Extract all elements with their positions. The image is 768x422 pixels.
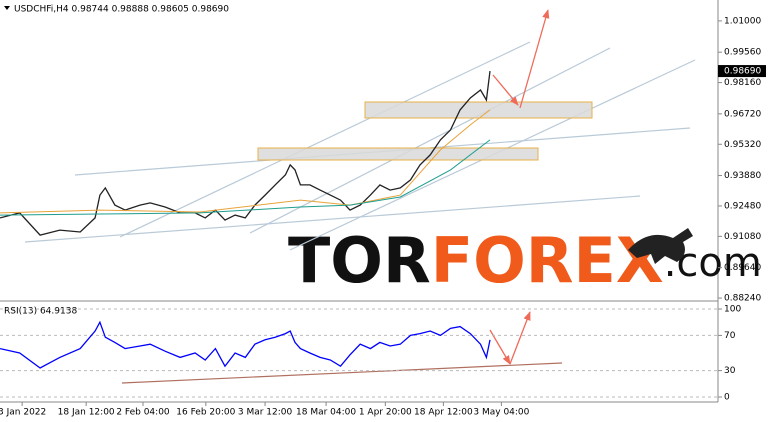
y-tick-label: 0.89640 <box>724 263 761 273</box>
series-line <box>0 139 491 216</box>
x-tick-label: 3 May 04:00 <box>473 408 529 418</box>
y-tick-label: 0.92480 <box>724 201 761 211</box>
arrow <box>509 311 531 365</box>
y-tick-label: 100 <box>724 305 741 315</box>
y-tick-label: 0.96720 <box>724 109 761 119</box>
x-tick-label: 3 Jan 2022 <box>0 408 46 418</box>
series-line <box>0 71 491 236</box>
indicator-title: RSI(13) 64.9138 <box>4 307 77 317</box>
x-tick-label: 1 Apr 20:00 <box>359 408 412 418</box>
y-tick-label: 70 <box>724 331 736 341</box>
y-tick-label: 0.99560 <box>724 48 761 58</box>
chart-title: USDCHFi,H4 0.98744 0.98888 0.98605 0.986… <box>14 5 229 15</box>
x-tick-label: 18 Mar 04:00 <box>296 408 356 418</box>
watermark-text: TORFOREX.com <box>288 224 762 297</box>
trend-line <box>249 47 611 234</box>
x-tick-label: 3 Mar 12:00 <box>238 408 293 418</box>
zone <box>364 101 593 119</box>
y-tick-label: 0.95320 <box>724 140 761 150</box>
arrow <box>492 74 519 106</box>
y-tick-label: 0.91080 <box>724 232 761 242</box>
trend-line <box>24 195 641 243</box>
series-line <box>0 320 491 369</box>
y-tick-label: 0.88240 <box>724 294 761 304</box>
x-tick-label: 2 Feb 04:00 <box>116 408 170 418</box>
bull-icon <box>628 228 693 264</box>
trend-line <box>119 41 531 238</box>
y-tick-label: 0 <box>724 393 730 403</box>
x-tick-label: 16 Feb 20:00 <box>176 408 235 418</box>
x-tick-label: 18 Jan 12:00 <box>58 408 115 418</box>
y-tick-label: 30 <box>724 366 736 376</box>
rsi-trend-line <box>121 362 563 384</box>
watermark: TORFOREX.com <box>288 224 762 297</box>
y-tick-label: 1.01000 <box>724 16 761 26</box>
y-tick-label: 0.93880 <box>724 171 761 181</box>
zone <box>257 147 539 161</box>
y-tick-label: 0.98160 <box>724 78 761 88</box>
price-label-box <box>718 65 766 78</box>
collapse-icon <box>4 6 10 10</box>
price-label: 0.98690 <box>724 67 761 77</box>
x-tick-label: 18 Apr 12:00 <box>414 408 473 418</box>
arrow <box>519 9 550 109</box>
